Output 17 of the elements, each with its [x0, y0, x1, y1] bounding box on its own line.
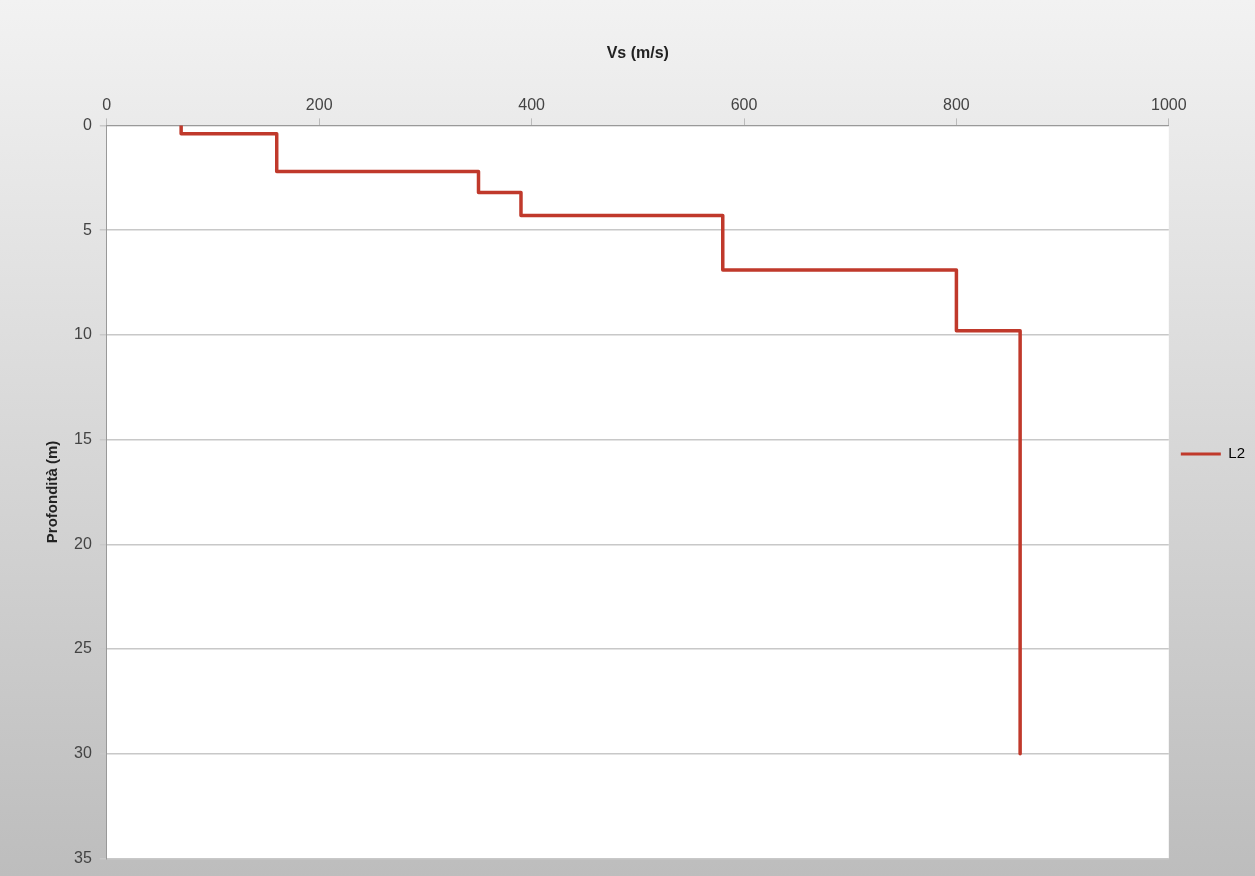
x-axis-title: Vs (m/s) — [606, 44, 669, 62]
y-tick-label: 30 — [74, 744, 92, 762]
y-tick-label: 15 — [74, 429, 92, 447]
y-tick-label: 5 — [82, 220, 92, 238]
x-tick-label: 600 — [730, 96, 758, 114]
y-tick-label: 35 — [74, 848, 92, 866]
legend-label: L2 — [1228, 444, 1245, 462]
y-axis-title: Profondità (m) — [43, 440, 61, 544]
x-tick-label: 400 — [518, 96, 546, 114]
y-tick-label: 0 — [82, 115, 92, 133]
y-tick-label: 10 — [74, 325, 92, 343]
x-tick-label: 0 — [102, 96, 112, 114]
y-tick-label: 20 — [74, 534, 92, 552]
x-tick-label: 200 — [305, 96, 333, 114]
x-tick-label: 1000 — [1151, 96, 1187, 114]
x-tick-label: 800 — [943, 96, 970, 114]
y-tick-label: 25 — [74, 639, 92, 657]
